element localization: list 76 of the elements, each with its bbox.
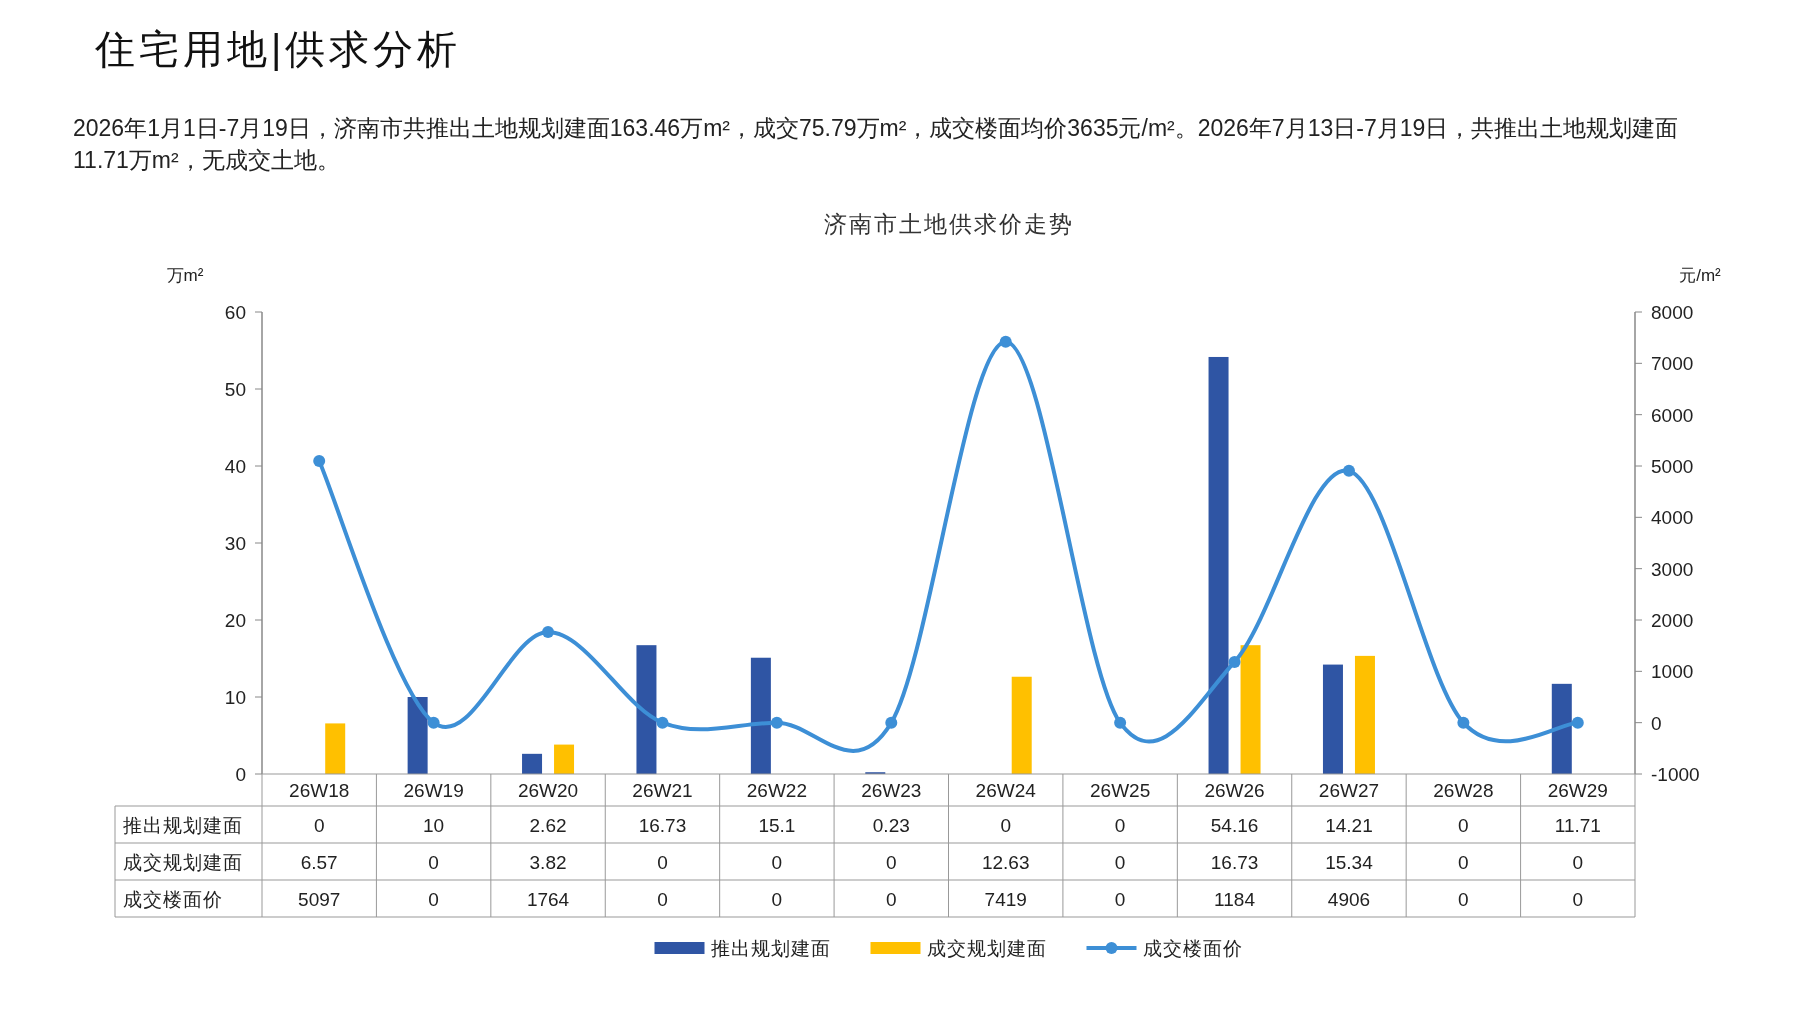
data-label: 7419: [984, 889, 1027, 910]
data-label: 15.34: [1325, 852, 1374, 873]
text: 成交规划建面: [123, 852, 243, 873]
data-label: 12.63: [981, 852, 1030, 873]
text: 成交楼面价: [123, 889, 223, 910]
data-label: 0: [1114, 852, 1126, 873]
data-label: 0: [1114, 815, 1126, 836]
data-label: 16.73: [638, 815, 687, 836]
y-tick-label: 60: [224, 302, 246, 323]
data-label: 0: [313, 815, 325, 836]
data-label: 0.23: [872, 815, 910, 836]
data-label: 0: [1572, 889, 1584, 910]
data-label: 0: [657, 889, 668, 910]
y-tick-label: 40: [224, 456, 246, 477]
y2-tick-label: 5000: [1651, 456, 1694, 477]
y-axis-title: 万m²: [166, 266, 204, 285]
data-label: 0: [1114, 889, 1126, 910]
x-tick-label: 26W29: [1547, 780, 1608, 801]
data-label: 5097: [298, 889, 341, 910]
y2-tick-label: 2000: [1651, 610, 1694, 631]
y2-tick-label: 3000: [1651, 558, 1694, 580]
legend-label: 成交规划建面: [926, 938, 1047, 959]
x-tick-label: 26W19: [403, 780, 464, 801]
legend-label: 成交楼面价: [1142, 938, 1243, 959]
y2-tick-label: -1000: [1651, 764, 1700, 785]
data-label: 0: [1572, 852, 1584, 873]
y2-tick-label: 4000: [1651, 507, 1694, 529]
data-label: 0: [771, 852, 783, 873]
y-tick-label: 50: [224, 379, 246, 400]
y-tick-label: 10: [224, 687, 246, 708]
y2-tick-label: 7000: [1651, 353, 1694, 375]
data-label: 1764: [526, 889, 570, 910]
data-label: 14.21: [1325, 815, 1373, 836]
text: 2026年1月1日-7月19日，济南市共推出土地规划建面163.46万m²，成交75.79万m²，成交楼面均价3635元/m²。2026年7月13日-7月19日，共推出土地规划建面11.71万m²，无成交土地。: [73, 114, 1680, 175]
y2-tick-label: 8000: [1651, 302, 1694, 323]
y2-axis-title: 元/m²: [1679, 266, 1722, 285]
data-label: 3.82: [529, 852, 567, 873]
text: 推出规划建面: [123, 815, 243, 836]
x-tick-label: 26W18: [289, 780, 350, 801]
data-label: 0: [886, 889, 897, 910]
x-tick-label: 26W24: [975, 780, 1037, 801]
x-tick-label: 26W20: [517, 780, 579, 801]
chart-title: 住宅用地|供求分析: [95, 26, 462, 73]
data-label: 0: [1458, 889, 1469, 910]
data-label: 0: [771, 889, 783, 910]
data-label: 0: [428, 889, 439, 910]
y2-tick-label: 0: [1651, 712, 1662, 734]
x-tick-label: 26W27: [1318, 780, 1380, 801]
y2-tick-label: 6000: [1651, 404, 1694, 426]
data-label: 0: [428, 852, 439, 873]
y-tick-label: 0: [235, 764, 246, 785]
x-tick-label: 26W26: [1204, 780, 1265, 801]
x-tick-label: 26W21: [632, 780, 693, 801]
data-label: 16.73: [1210, 852, 1259, 873]
y-tick-label: 30: [224, 533, 246, 554]
x-tick-label: 26W25: [1090, 780, 1151, 801]
data-label: 2.62: [529, 815, 567, 836]
x-tick-label: 26W22: [746, 780, 807, 801]
data-label: 6.57: [300, 852, 338, 873]
data-label: 0: [657, 852, 668, 873]
data-label: 1184: [1214, 889, 1256, 910]
data-label: 15.1: [758, 815, 796, 836]
data-label: 10: [423, 815, 445, 836]
chart-subtitle: 济南市土地供求价走势: [823, 211, 1074, 237]
data-label: 54.16: [1210, 815, 1259, 836]
y2-tick-label: 1000: [1651, 661, 1694, 683]
data-label: 11.71: [1554, 815, 1601, 836]
data-label: 0: [1000, 815, 1011, 836]
data-label: 4906: [1327, 889, 1371, 910]
x-tick-label: 26W28: [1433, 780, 1494, 801]
data-label: 0: [886, 852, 897, 873]
y-tick-label: 20: [224, 610, 246, 631]
data-label: 0: [1458, 815, 1469, 836]
data-label: 0: [1458, 852, 1469, 873]
x-tick-label: 26W23: [861, 780, 922, 801]
legend-label: 推出规划建面: [710, 938, 831, 959]
